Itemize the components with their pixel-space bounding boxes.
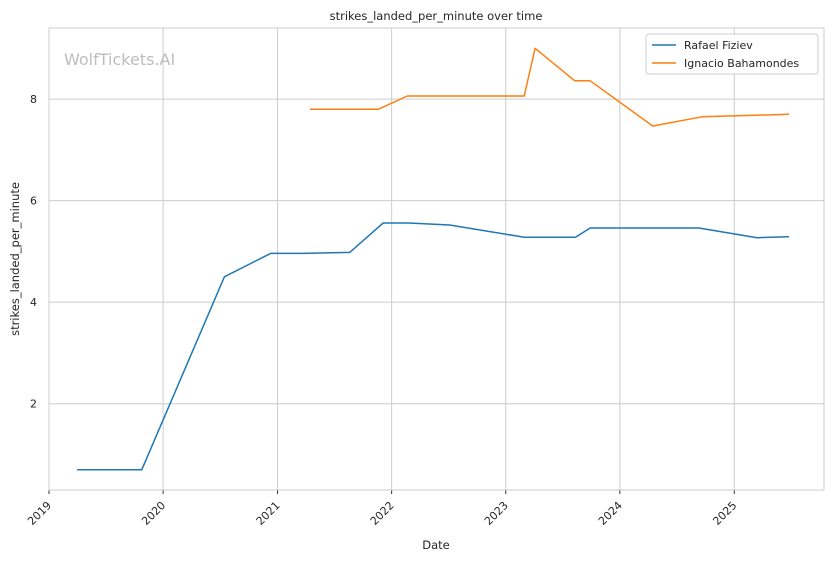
y-tick-label: 4 [30,296,37,309]
x-axis-label: Date [422,538,450,552]
y-tick-label: 6 [30,195,37,208]
legend-label: Ignacio Bahamondes [684,57,799,70]
y-tick-label: 2 [30,398,37,411]
plot-frame [48,27,825,491]
legend-label: Rafael Fiziev [684,39,753,52]
y-tick-label: 8 [30,93,37,106]
y-tick-labels: 2 4 6 8 [30,93,37,411]
y-axis-label: strikes_landed_per_minute [8,182,22,336]
series-line-2 [310,47,790,127]
legend-box [645,33,819,75]
chart-title: strikes_landed_per_minute over time [330,9,543,23]
watermark: WolfTickets.AI [64,50,175,69]
series-lines [77,47,790,471]
legend: Rafael Fiziev Ignacio Bahamondes [645,33,819,75]
series-line-1 [77,222,790,471]
